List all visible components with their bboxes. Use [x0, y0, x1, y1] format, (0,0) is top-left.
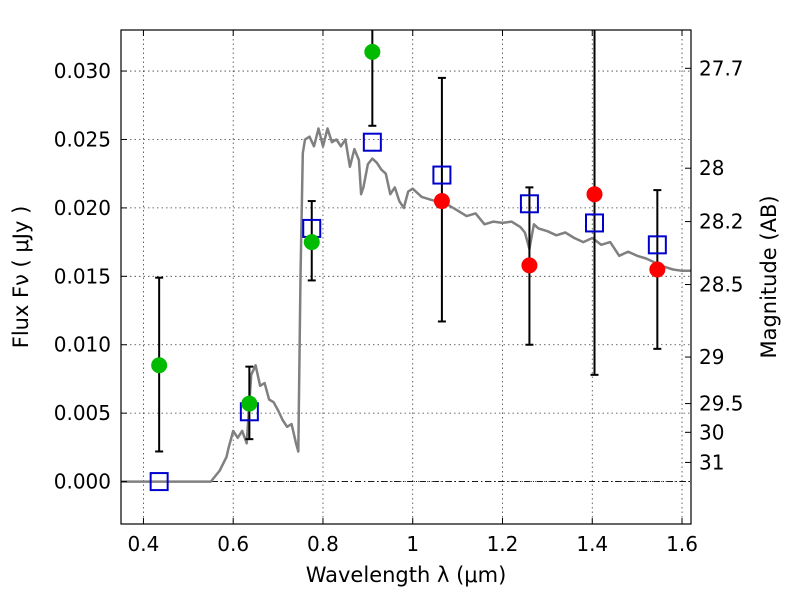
model-spectrum-line [121, 127, 691, 483]
x-axis-label: Wavelength λ (μm) [306, 563, 507, 587]
x-tick-label: 0.8 [307, 532, 339, 556]
x-tick-label: 0.6 [217, 532, 249, 556]
observed-flux-point [521, 257, 538, 274]
model-flux-square [647, 235, 667, 255]
x-tick-label: 1.6 [666, 532, 698, 556]
y-tick-label: 0.010 [54, 333, 111, 357]
plot-frame [120, 29, 692, 525]
y-axis-label: Flux Fν ( μJy ) [9, 206, 33, 349]
y-tick-label: 0.025 [54, 127, 111, 151]
y-tick-label: 0.020 [54, 196, 111, 220]
y-right-tick-label: 29 [699, 345, 724, 369]
y-right-tick-label: 27.7 [699, 56, 744, 80]
y-right-tick-label: 29.5 [699, 392, 744, 416]
model-flux-square [585, 213, 605, 233]
x-tick-label: 1.4 [576, 532, 608, 556]
model-flux-square [149, 472, 169, 492]
y-right-axis-label: Magnitude (AB) [757, 195, 781, 358]
model-flux-square [362, 132, 382, 152]
plot-area [121, 127, 691, 483]
observed-flux-point [586, 186, 603, 203]
y-tick-label: 0.030 [54, 59, 111, 83]
observed-flux-point [241, 395, 258, 412]
y-tick-label: 0.005 [54, 401, 111, 425]
model-flux-square [432, 165, 452, 185]
axes: 0.4 0.6 0.8 1 1.2 1.4 1.6 0.000 0.005 0.010 0.015 0… [54, 30, 744, 556]
observed-flux-point [151, 357, 168, 374]
y-right-tick-label: 31 [699, 450, 724, 474]
plot-background [121, 30, 691, 524]
error-bars [149, 30, 667, 492]
y-right-tick-label: 28.2 [699, 210, 744, 234]
observed-flux-point [649, 261, 666, 278]
y-tick-label: 0.015 [54, 264, 111, 288]
y-right-tick-label: 28.5 [699, 273, 744, 297]
x-tick-label: 1.2 [487, 532, 519, 556]
y-right-tick-label: 30 [699, 420, 724, 444]
x-tick-label: 0.4 [128, 532, 160, 556]
observed-flux-point [433, 193, 450, 210]
observed-flux-point [303, 234, 320, 251]
y-tick-label: 0.000 [54, 470, 111, 494]
y-right-tick-label: 28 [699, 156, 724, 180]
observed-flux-point [364, 43, 381, 60]
x-tick-label: 1 [406, 532, 419, 556]
model-flux-square [519, 194, 539, 214]
grid-lines [121, 30, 691, 524]
